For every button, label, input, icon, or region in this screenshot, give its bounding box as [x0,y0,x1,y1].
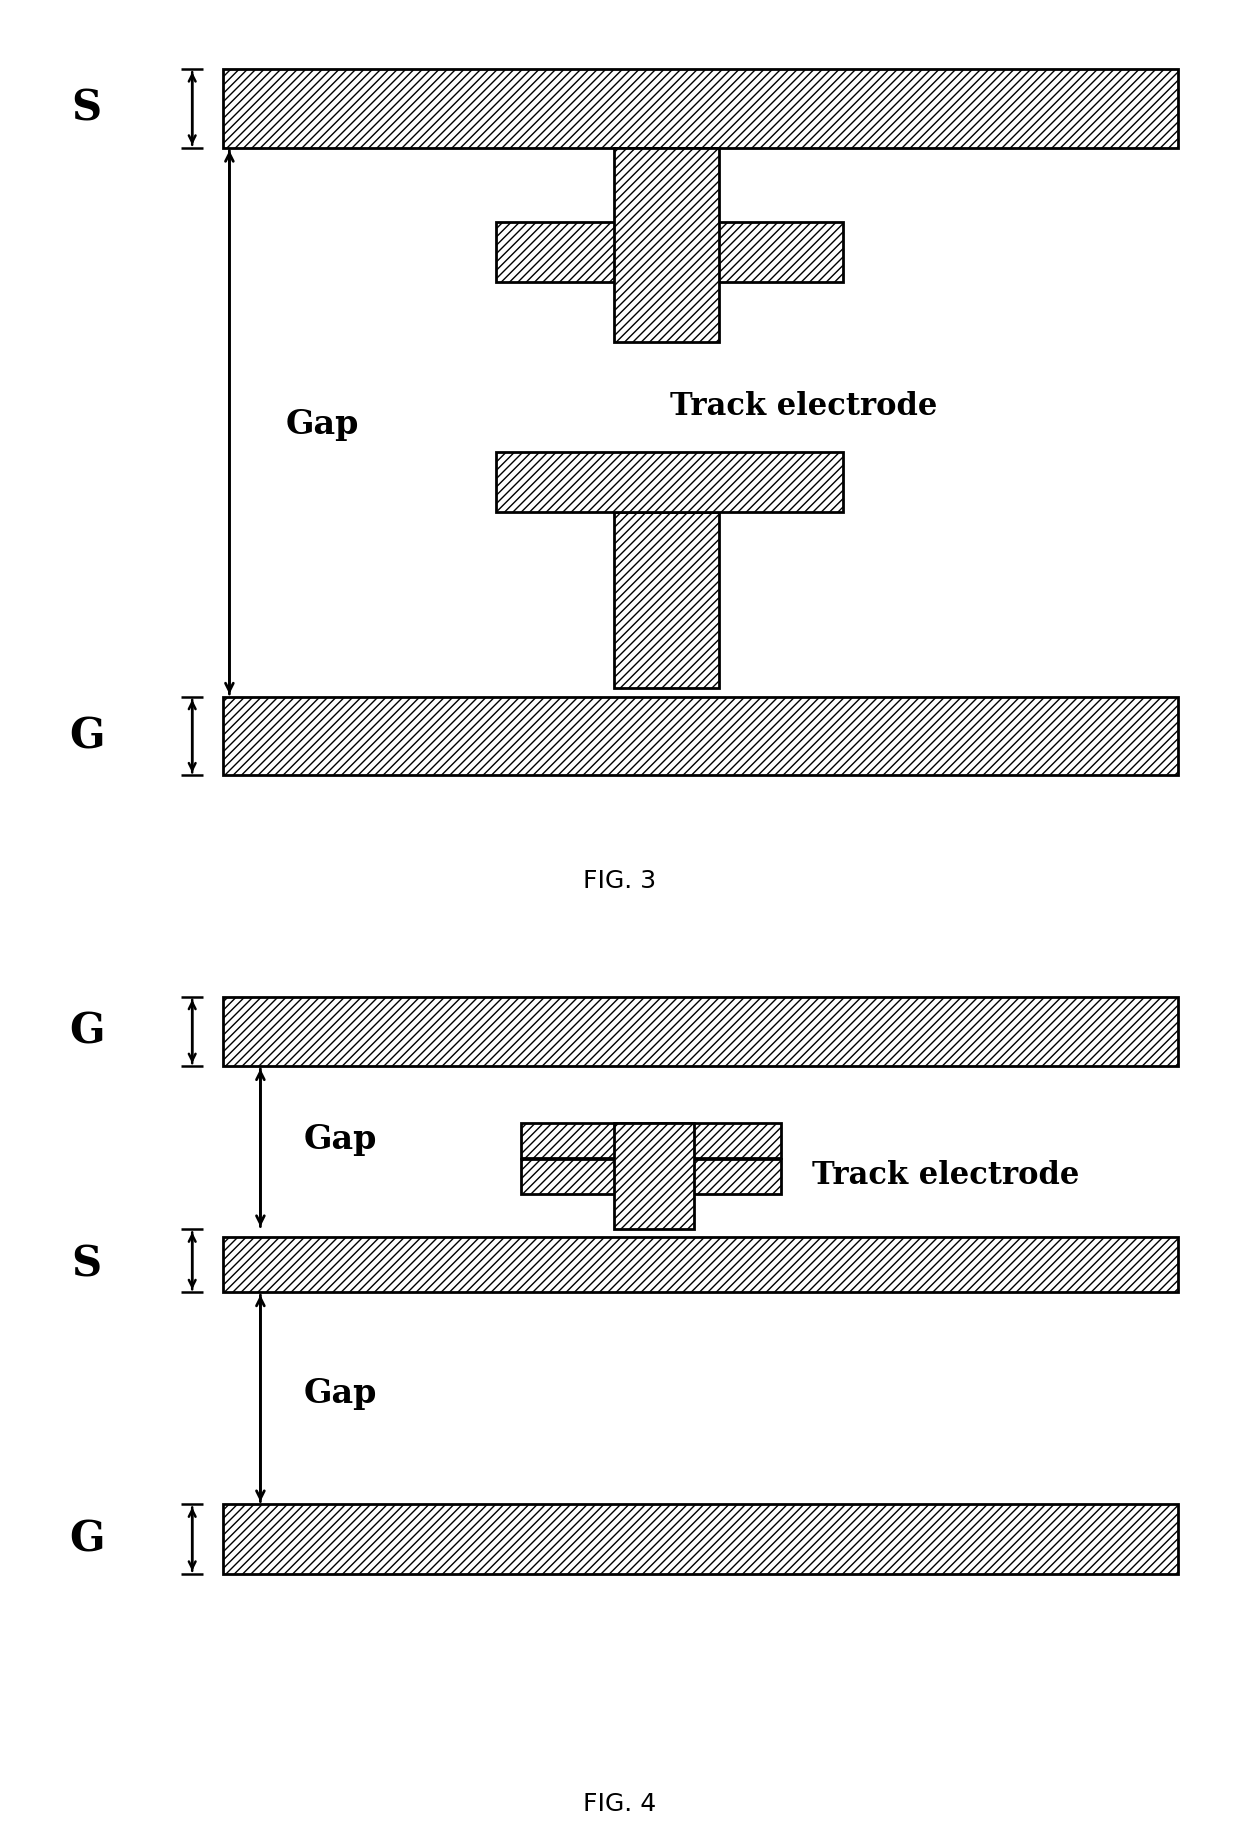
Text: G: G [69,716,104,757]
Bar [614,148,719,342]
Bar [223,70,1178,148]
Text: FIG. 3: FIG. 3 [584,869,656,893]
Text: Track electrode: Track electrode [670,391,937,421]
Text: Track electrode: Track electrode [812,1161,1080,1191]
Bar [496,452,843,511]
Text: S: S [72,89,102,129]
Bar [521,1159,781,1194]
Text: S: S [72,1244,102,1285]
Text: G: G [69,1012,104,1052]
Text: Gap: Gap [304,1377,377,1410]
Bar [223,698,1178,775]
Bar [614,511,719,689]
Bar [223,1237,1178,1292]
Bar [521,1122,781,1159]
Text: FIG. 4: FIG. 4 [583,1792,657,1816]
Text: Gap: Gap [304,1124,377,1156]
Bar [223,1504,1178,1573]
Bar [614,1122,694,1229]
Bar [496,222,843,282]
Bar [223,997,1178,1067]
Text: G: G [69,1519,104,1560]
Text: Gap: Gap [285,408,358,441]
